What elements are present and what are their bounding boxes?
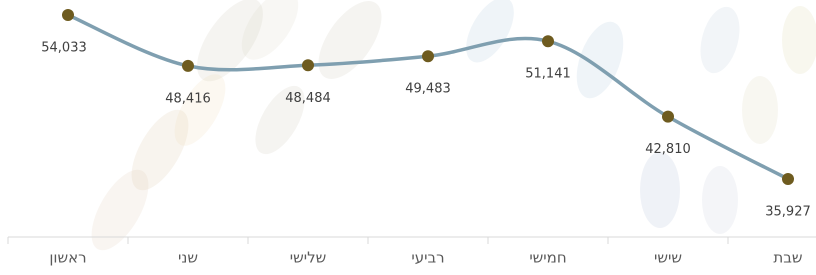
data-label: 48,484: [285, 91, 331, 106]
marker: [662, 111, 674, 123]
data-label: 49,483: [405, 82, 451, 97]
data-label: 51,141: [525, 67, 571, 82]
marker: [302, 59, 314, 71]
chart: ראשון שני שלישי רביעי חמישי שישי שבת 54,033 48,4…: [0, 0, 816, 275]
x-tick-label: חמישי: [529, 249, 566, 267]
x-tick-label: שני: [178, 249, 198, 267]
data-label: 48,416: [165, 91, 211, 106]
x-tick-label: רביעי: [411, 249, 444, 267]
background-decoration: [80, 0, 816, 259]
data-label: 54,033: [41, 41, 87, 56]
marker: [782, 173, 794, 185]
x-tick-label: ראשון: [49, 249, 86, 267]
x-tick-label: שבת: [773, 249, 802, 267]
page: {"chart_data": {"type": "line", "categor…: [0, 0, 816, 275]
marker: [422, 50, 434, 62]
marker: [542, 35, 554, 47]
data-label: 42,810: [645, 142, 691, 157]
x-tick-label: שישי: [654, 249, 682, 267]
data-label: 35,927: [765, 205, 811, 220]
marker: [182, 60, 194, 72]
x-tick-label: שלישי: [290, 249, 327, 267]
marker: [62, 9, 74, 21]
